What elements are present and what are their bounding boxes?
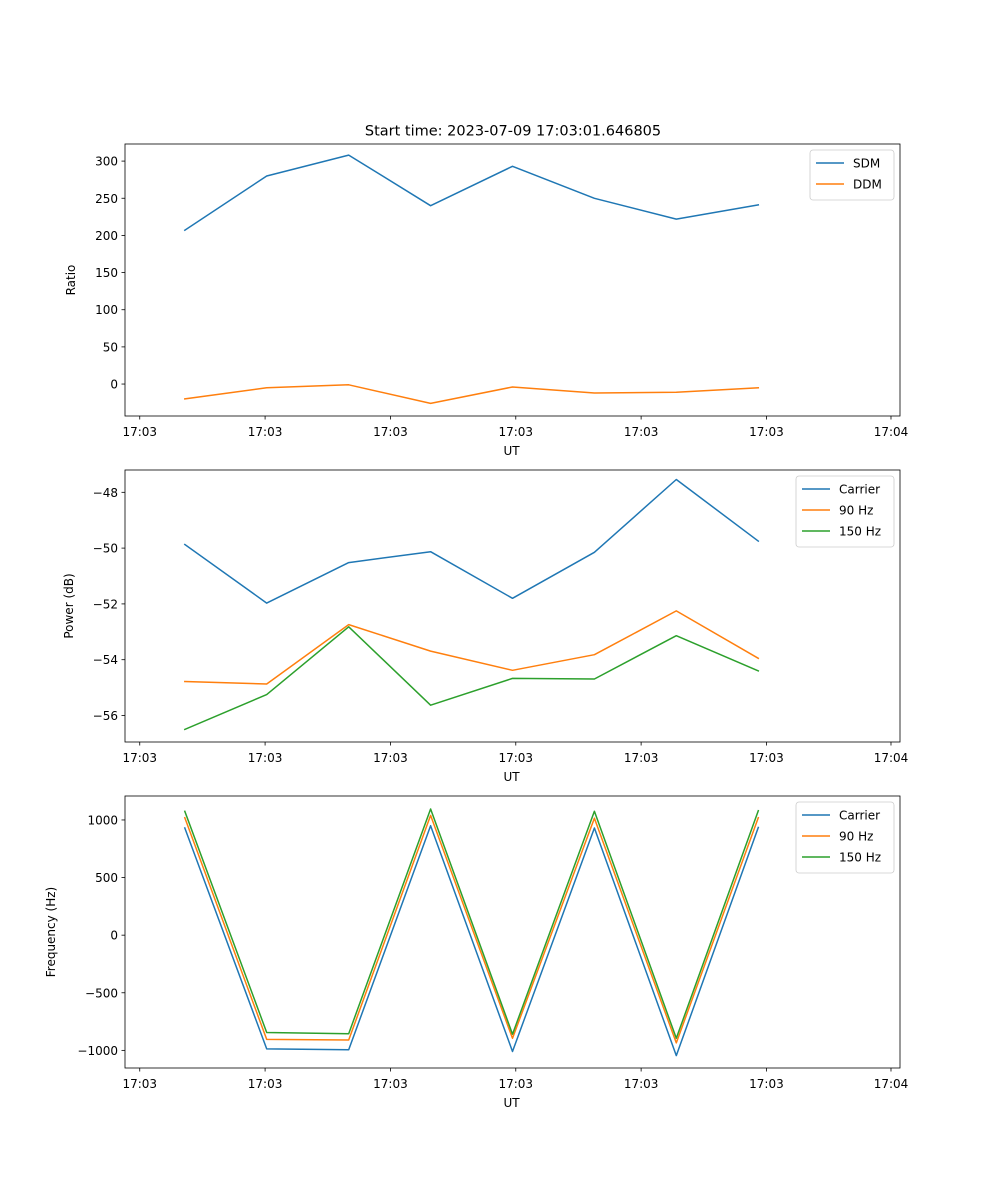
- legend-box: [795, 801, 895, 874]
- panel-1: 17:03 17:03 17:03 17:03 17:03 17:03 17:04 0 50 10…: [64, 143, 909, 458]
- x-axis-label: UT: [503, 444, 520, 458]
- x-tick-label: 17:03: [624, 425, 659, 439]
- x-tick-label: 17:03: [122, 1077, 157, 1091]
- series-line-ddm: [183, 384, 760, 405]
- y-tick-label: 1000: [87, 813, 118, 827]
- y-tick-label: −56: [93, 709, 118, 723]
- y-tick-label: 50: [103, 340, 118, 354]
- y-axis-label: Ratio: [64, 265, 78, 296]
- series-group: [183, 154, 760, 405]
- x-axis-label: UT: [503, 770, 520, 784]
- series-line-carrier: [183, 824, 760, 1057]
- y-tick-label: 500: [95, 871, 118, 885]
- legend-label: 150 Hz: [839, 525, 881, 539]
- x-tick-label: 17:03: [248, 425, 283, 439]
- figure-title: Start time: 2023-07-09 17:03:01.646805: [365, 124, 661, 140]
- legend-box: [795, 475, 895, 548]
- x-tick-label: 17:03: [749, 425, 784, 439]
- y-tick-label: −500: [85, 986, 118, 1000]
- series-group: [183, 478, 760, 731]
- x-tick-label: 17:03: [498, 1077, 533, 1091]
- y-tick-label: −54: [93, 653, 118, 667]
- x-tick-label: 17:03: [122, 751, 157, 765]
- x-tick-label: 17:03: [373, 1077, 408, 1091]
- series-line-carrier: [183, 478, 760, 604]
- x-tick-label: 17:03: [248, 751, 283, 765]
- y-tick-label: 300: [95, 155, 118, 169]
- legend-label: Carrier: [839, 483, 880, 497]
- legend-box: [809, 149, 895, 201]
- legend-label: 90 Hz: [839, 830, 873, 844]
- axes-frame: [124, 469, 901, 743]
- y-tick-label: 150: [95, 266, 118, 280]
- y-tick-label: 0: [110, 929, 118, 943]
- x-tick-label: 17:03: [122, 425, 157, 439]
- x-tick-label: 17:04: [874, 425, 909, 439]
- y-tick-label: −50: [93, 542, 118, 556]
- y-axis-label: Frequency (Hz): [44, 887, 58, 978]
- series-group: [183, 808, 760, 1057]
- y-tick-label: 200: [95, 229, 118, 243]
- legend-label: DDM: [853, 178, 882, 192]
- y-tick-label: 250: [95, 192, 118, 206]
- series-line-150-hz: [183, 626, 760, 731]
- panels: 17:03 17:03 17:03 17:03 17:03 17:03 17:04 0 50 10…: [44, 143, 909, 1110]
- y-tick-label: −52: [93, 597, 118, 611]
- y-axis-label: Power (dB): [62, 573, 76, 638]
- x-tick-label: 17:03: [373, 425, 408, 439]
- x-tick-label: 17:03: [373, 751, 408, 765]
- x-tick-label: 17:03: [498, 425, 533, 439]
- y-tick-label: −48: [93, 486, 118, 500]
- series-line-90-hz: [184, 610, 760, 685]
- axes-frame: [124, 795, 901, 1069]
- y-tick-label: 0: [110, 378, 118, 392]
- x-tick-label: 17:04: [874, 1077, 909, 1091]
- legend-label: 90 Hz: [839, 504, 873, 518]
- legend: Carrier 90 Hz 150 Hz: [795, 801, 895, 874]
- x-tick-label: 17:03: [624, 751, 659, 765]
- x-tick-label: 17:03: [749, 751, 784, 765]
- x-tick-label: 17:04: [874, 751, 909, 765]
- legend: SDM DDM: [809, 149, 895, 201]
- x-tick-label: 17:03: [749, 1077, 784, 1091]
- x-tick-label: 17:03: [498, 751, 533, 765]
- legend-label: Carrier: [839, 809, 880, 823]
- series-line-90-hz: [183, 814, 760, 1044]
- y-tick-label: 100: [95, 303, 118, 317]
- legend-label: 150 Hz: [839, 851, 881, 865]
- legend-label: SDM: [853, 157, 880, 171]
- legend: Carrier 90 Hz 150 Hz: [795, 475, 895, 548]
- panel-3: 17:03 17:03 17:03 17:03 17:03 17:03 17:04 −1000…: [44, 795, 909, 1110]
- series-line-sdm: [183, 154, 760, 232]
- series-line-150-hz: [183, 808, 760, 1040]
- panel-2: 17:03 17:03 17:03 17:03 17:03 17:03 17:04 −56 −5…: [62, 469, 909, 784]
- x-tick-label: 17:03: [624, 1077, 659, 1091]
- x-tick-label: 17:03: [248, 1077, 283, 1091]
- x-axis-label: UT: [503, 1096, 520, 1110]
- y-tick-label: −1000: [77, 1044, 118, 1058]
- axes-frame: [124, 143, 901, 417]
